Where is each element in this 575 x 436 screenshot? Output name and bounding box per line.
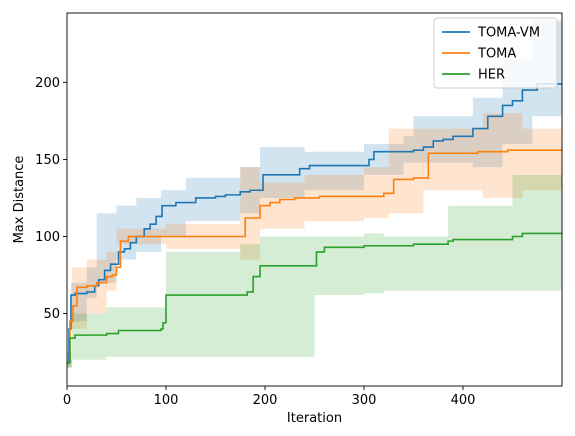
legend-label-her: HER [478,68,505,83]
x-tick-label: 200 [253,393,278,408]
x-tick-label: 300 [352,393,377,408]
line-toma-vm [67,83,562,364]
band-toma-vm [67,20,562,368]
y-tick-label: 50 [43,307,60,322]
legend-label-toma: TOMA [477,47,516,62]
y-axis-ticks: 50 100 150 200 [35,76,67,322]
confidence-bands [67,20,562,368]
legend: TOMA-VM TOMA HER [433,17,558,89]
y-tick-label: 200 [35,76,60,91]
x-axis-ticks: 0 100 200 300 400 [63,386,476,408]
x-axis-label: Iteration [287,411,342,426]
y-axis-label: Max Distance [12,156,27,244]
line-toma [67,149,562,364]
legend-box [433,17,558,89]
x-tick-label: 100 [154,393,179,408]
band-her [67,174,562,368]
band-toma [67,113,562,368]
series-lines [67,83,562,364]
legend-label-toma-vm: TOMA-VM [477,26,540,41]
x-tick-label: 400 [451,393,476,408]
x-tick-label: 0 [63,393,71,408]
line-her [67,232,562,364]
y-tick-label: 100 [35,230,60,245]
y-tick-label: 150 [35,153,60,168]
axes-frame [66,12,563,387]
